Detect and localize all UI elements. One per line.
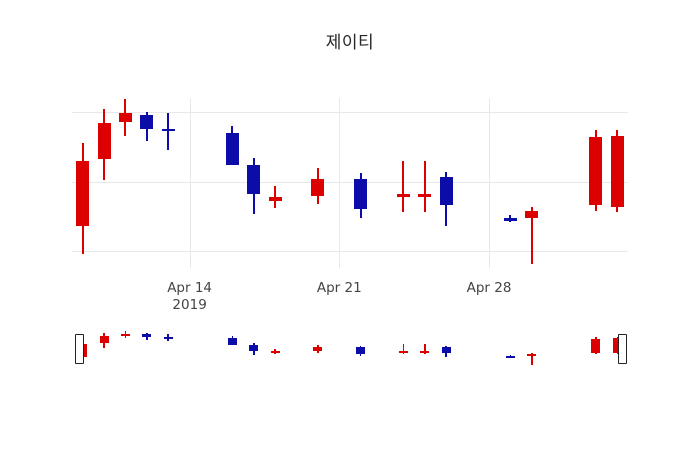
range-candle-body [612, 338, 622, 354]
range-candle-body [420, 350, 430, 353]
candle-body [525, 210, 539, 218]
candle-body [418, 194, 432, 197]
candle-body [118, 113, 132, 122]
range-slider-candlestick [72, 330, 628, 366]
x-axis-tick-main: Apr 21 [316, 280, 362, 296]
range-slider-candlestick [72, 330, 628, 366]
range-slider-candlestick [72, 330, 628, 366]
candlestick-down[interactable] [72, 98, 628, 268]
range-candle-body [591, 338, 601, 353]
candlestick-up[interactable] [72, 98, 628, 268]
candle-body [503, 217, 517, 221]
candlestick-down[interactable] [72, 98, 628, 268]
range-slider[interactable] [72, 330, 628, 366]
range-slider-right-handle[interactable] [618, 334, 627, 364]
range-slider-candlestick [72, 330, 628, 366]
candlestick-up[interactable] [72, 98, 628, 268]
candle-body [76, 160, 90, 227]
range-candle-body [505, 355, 515, 358]
plot-area[interactable] [72, 98, 628, 268]
x-axis-tick-sub: 2019 [172, 297, 207, 313]
range-slider-candlestick [72, 330, 628, 366]
range-candle-body [270, 351, 280, 354]
candle-body [268, 196, 282, 202]
range-candle-wick [531, 353, 533, 366]
range-candle-body [527, 354, 537, 357]
range-slider-candlestick [72, 330, 628, 366]
x-axis-tick-main: Apr 14 [167, 280, 213, 296]
x-axis-tick-main: Apr 28 [466, 280, 512, 296]
candlestick-up[interactable] [72, 98, 628, 268]
range-slider-candlestick [72, 330, 628, 366]
candle-body [311, 178, 325, 196]
candle-body [354, 178, 368, 210]
gridline-vertical [189, 98, 191, 268]
candle-wick [530, 206, 533, 264]
x-axis-tick-label: Apr 14 2019 [167, 280, 212, 314]
range-slider-candlestick [72, 330, 628, 366]
range-slider-left-handle[interactable] [75, 334, 84, 364]
range-candle-body [120, 333, 130, 336]
candlestick-down[interactable] [72, 98, 628, 268]
candle-body [161, 128, 175, 132]
range-candle-body [163, 336, 173, 339]
gridline-vertical [339, 98, 341, 268]
gridline-horizontal [72, 181, 628, 183]
candlestick-down[interactable] [72, 98, 628, 268]
candlestick-down[interactable] [72, 98, 628, 268]
range-slider-candlestick [72, 330, 628, 366]
candlestick-down[interactable] [72, 98, 628, 268]
range-candle-body [99, 335, 109, 344]
range-slider-candlestick [72, 330, 628, 366]
candlestick-up[interactable] [72, 98, 628, 268]
candle-body [140, 114, 154, 129]
range-candle-body [249, 344, 259, 351]
page-title: 제이티 [325, 33, 375, 53]
candle-wick [423, 160, 426, 213]
range-candle-body [313, 347, 323, 351]
gridline-vertical [489, 98, 490, 268]
range-slider-candlestick [72, 330, 628, 366]
candle-body [439, 177, 453, 206]
range-slider-candlestick [72, 330, 628, 366]
candle-body [97, 123, 111, 160]
range-candle-body [398, 350, 408, 353]
candle-body [225, 132, 239, 165]
candlestick-up[interactable] [72, 98, 628, 268]
y-axis: 400045005000 [0, 0, 72, 450]
x-axis-tick-label: Apr 21 [317, 280, 362, 297]
range-slider-candlestick [72, 330, 628, 366]
range-slider-candlestick [72, 330, 628, 366]
range-candle-wick [424, 343, 426, 355]
range-slider-candlestick [72, 330, 628, 366]
candlestick-down[interactable] [72, 98, 628, 268]
candle-body [610, 135, 624, 207]
range-candle-body [227, 337, 237, 345]
range-candle-body [441, 347, 451, 353]
range-slider-candlestick [72, 330, 628, 366]
range-candle-body [142, 334, 152, 337]
candle-body [247, 164, 261, 195]
candle-body [396, 194, 410, 197]
gridline-horizontal [72, 251, 628, 253]
candle-wick [167, 113, 170, 150]
candle-wick [402, 160, 405, 213]
x-axis-tick-label: Apr 28 [467, 280, 512, 297]
gridline-horizontal [72, 111, 628, 113]
range-candle-wick [274, 348, 276, 354]
candlestick-up[interactable] [72, 98, 628, 268]
candlestick-up[interactable] [72, 98, 628, 268]
range-candle-body [356, 347, 366, 354]
candlestick-up[interactable] [72, 98, 628, 268]
candlestick-up[interactable] [72, 98, 628, 268]
candle-body [589, 137, 603, 206]
candlestick-up[interactable] [72, 98, 628, 268]
range-candle-wick [402, 343, 405, 355]
